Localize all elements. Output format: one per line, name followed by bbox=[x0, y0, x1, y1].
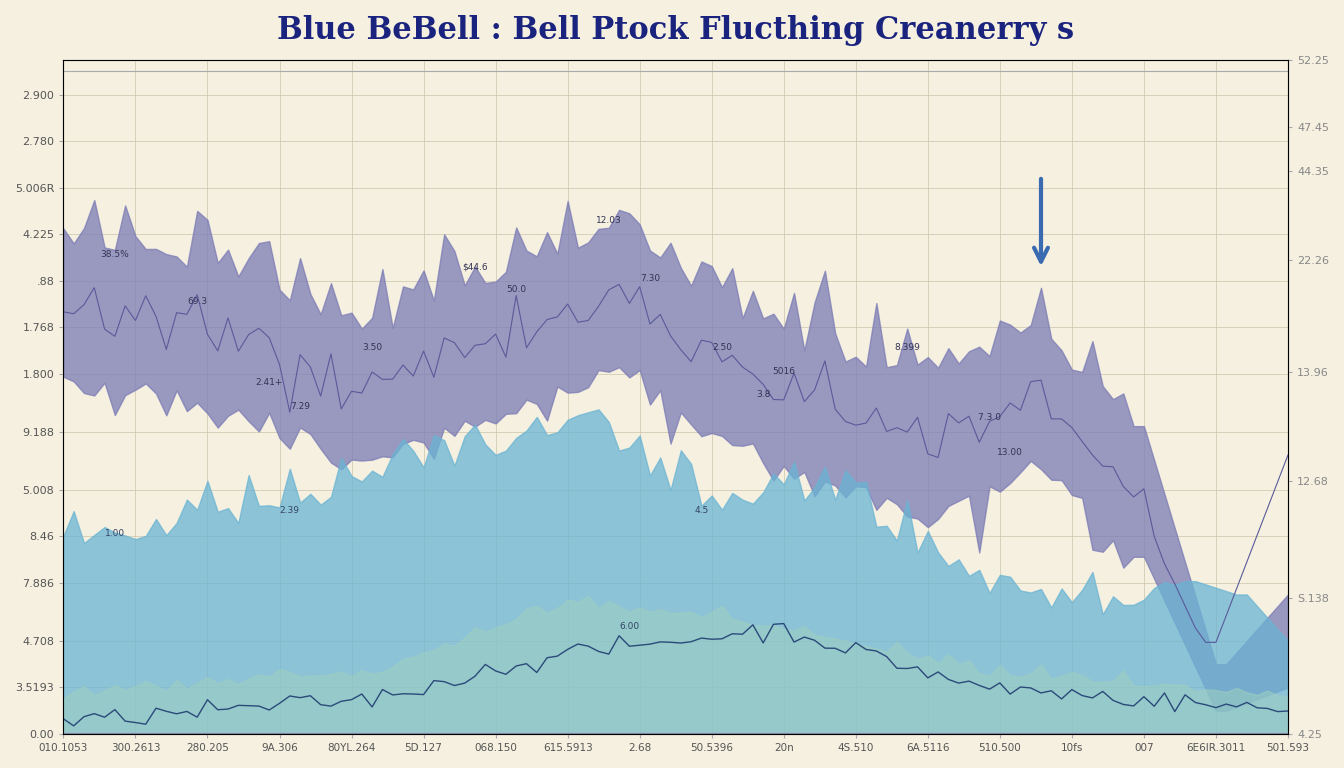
Text: 38.5%: 38.5% bbox=[101, 250, 129, 260]
Text: 2.50: 2.50 bbox=[712, 343, 732, 353]
Text: 50.0: 50.0 bbox=[507, 285, 527, 294]
Text: 7.29: 7.29 bbox=[290, 402, 310, 411]
Text: 4.5: 4.5 bbox=[695, 506, 708, 515]
Text: 69.3: 69.3 bbox=[187, 297, 207, 306]
Text: 7.30: 7.30 bbox=[640, 273, 660, 283]
Text: 7.3 0: 7.3 0 bbox=[978, 413, 1001, 422]
Text: 5016: 5016 bbox=[773, 366, 796, 376]
Text: 13.00: 13.00 bbox=[997, 448, 1023, 457]
Text: 2.39: 2.39 bbox=[280, 506, 300, 515]
Text: 3.8: 3.8 bbox=[755, 390, 770, 399]
Text: 6.00: 6.00 bbox=[620, 622, 640, 631]
Text: 1.00: 1.00 bbox=[105, 529, 125, 538]
Title: Blue BeBell : Bell Ptock Flucthing Creanerry s: Blue BeBell : Bell Ptock Flucthing Crean… bbox=[277, 15, 1074, 46]
Text: 2.41+: 2.41+ bbox=[255, 379, 282, 387]
Text: 12.03: 12.03 bbox=[595, 216, 622, 224]
Text: $44.6: $44.6 bbox=[462, 262, 488, 271]
Text: 8.399: 8.399 bbox=[894, 343, 921, 353]
Text: 3.50: 3.50 bbox=[362, 343, 382, 353]
